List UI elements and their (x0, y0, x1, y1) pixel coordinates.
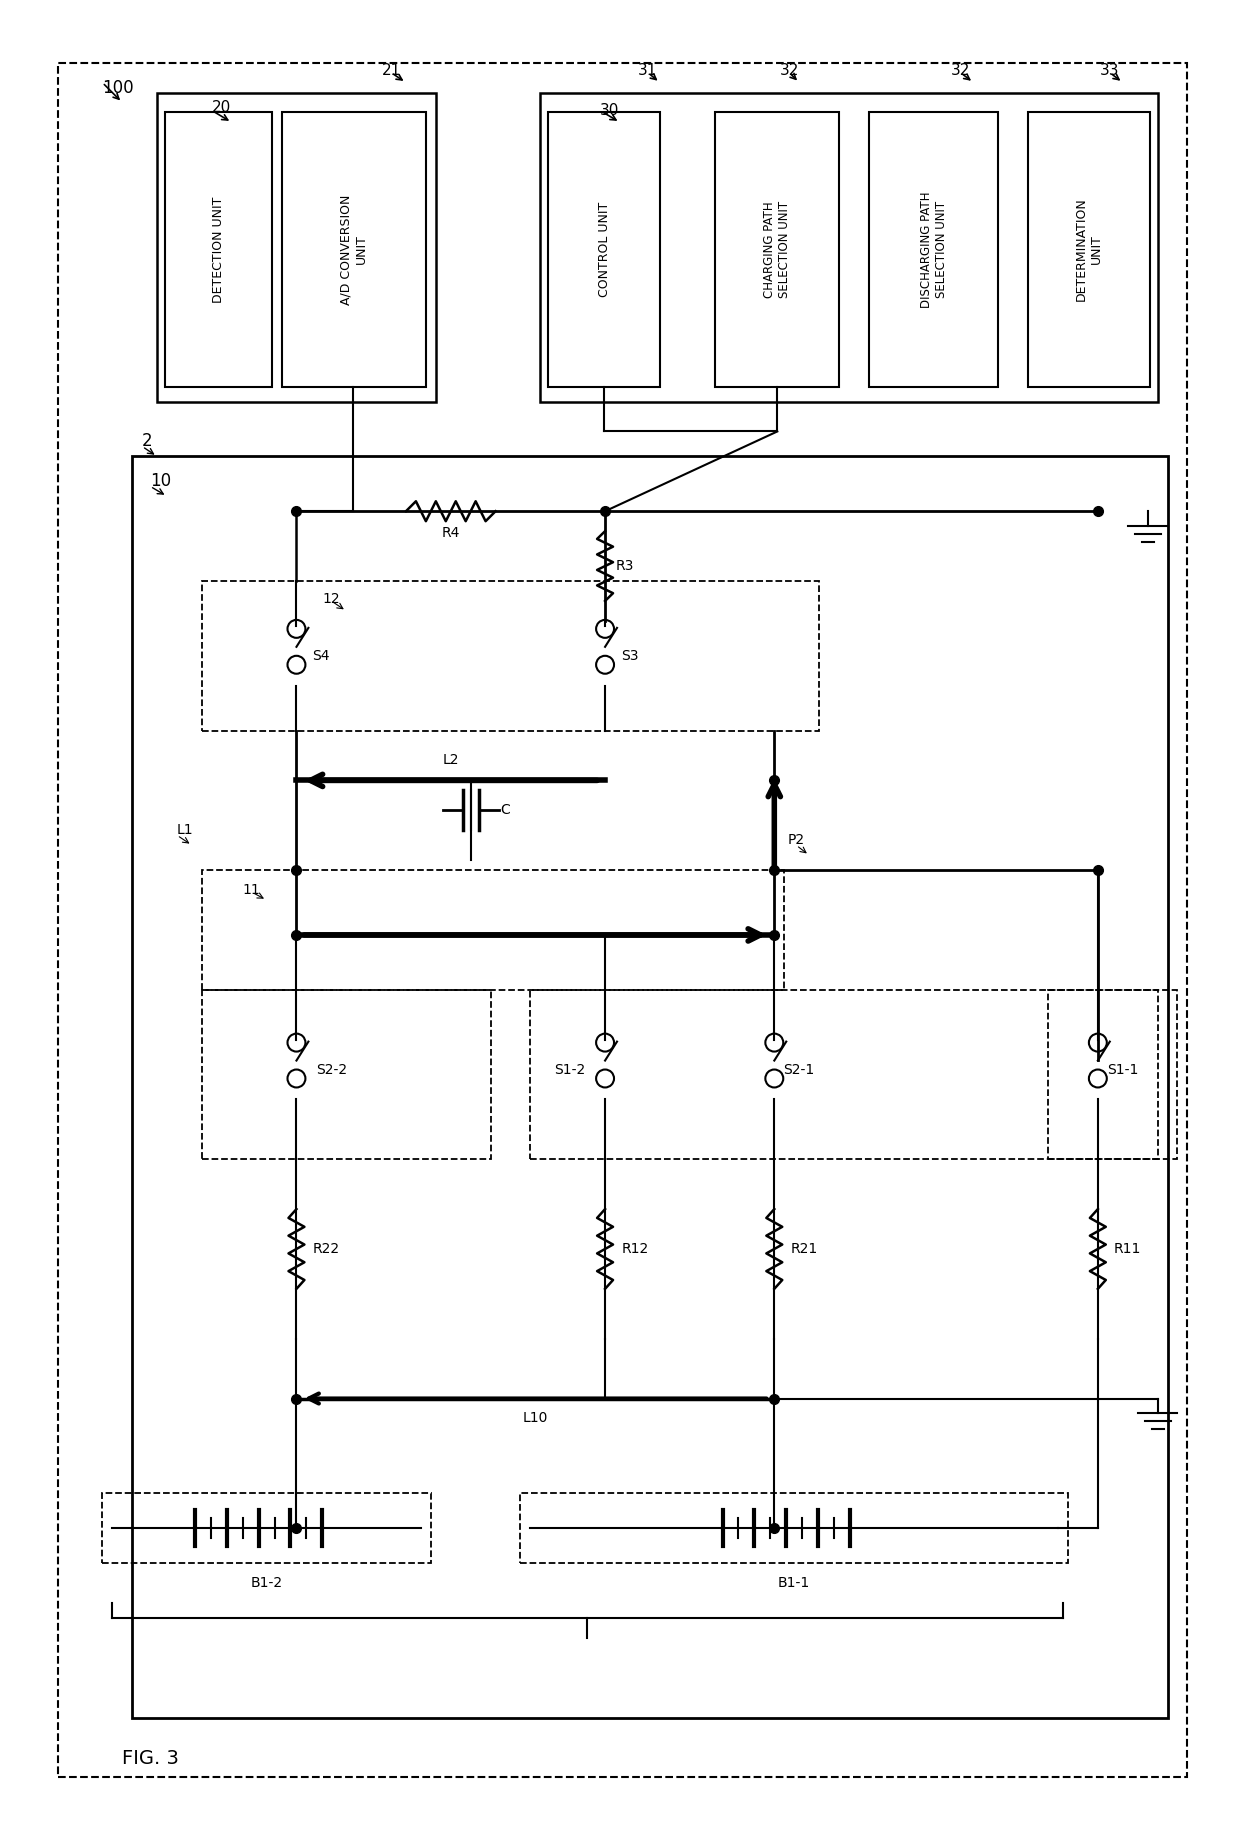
Bar (1028, 113, 1149, 387)
Text: A/D CONVERSION
UNIT: A/D CONVERSION UNIT (340, 194, 368, 305)
Bar (714, 113, 839, 387)
Text: S4: S4 (312, 648, 330, 663)
Text: S1-1: S1-1 (1107, 1063, 1138, 1077)
Text: R22: R22 (312, 1242, 340, 1256)
Text: R4: R4 (441, 526, 460, 540)
Bar (157, 93, 435, 402)
Text: S2-2: S2-2 (316, 1063, 347, 1077)
Text: S1-2: S1-2 (554, 1063, 585, 1077)
Bar (548, 113, 660, 387)
Text: 21: 21 (382, 64, 401, 79)
Bar (202, 990, 491, 1160)
Bar (281, 113, 425, 387)
Text: CONTROL UNIT: CONTROL UNIT (598, 203, 610, 298)
Text: FIG. 3: FIG. 3 (123, 1749, 179, 1768)
Bar (202, 581, 820, 730)
Text: 20: 20 (212, 100, 231, 115)
Text: L10: L10 (523, 1411, 548, 1426)
Text: B1-1: B1-1 (777, 1576, 811, 1590)
Text: L2: L2 (443, 754, 459, 767)
Text: 31: 31 (639, 64, 657, 79)
Text: C: C (501, 803, 511, 818)
Bar (165, 113, 272, 387)
Text: DETECTION UNIT: DETECTION UNIT (212, 197, 224, 303)
Text: R21: R21 (791, 1242, 818, 1256)
Text: R11: R11 (1114, 1242, 1141, 1256)
Text: L1: L1 (177, 824, 193, 838)
Bar (103, 1494, 430, 1563)
Text: 33: 33 (1100, 64, 1120, 79)
Bar (521, 1494, 1068, 1563)
Text: 11: 11 (243, 884, 260, 897)
Bar (531, 990, 1158, 1160)
Bar (133, 456, 1168, 1718)
Text: 10: 10 (150, 473, 171, 491)
Text: 100: 100 (103, 79, 134, 97)
Text: S3: S3 (621, 648, 639, 663)
Bar (869, 113, 998, 387)
Text: DISCHARGING PATH
SELECTION UNIT: DISCHARGING PATH SELECTION UNIT (920, 192, 947, 309)
Text: 12: 12 (322, 592, 340, 606)
Text: B1-2: B1-2 (250, 1576, 283, 1590)
Bar (202, 871, 784, 990)
Text: P2: P2 (787, 833, 805, 847)
Text: 32: 32 (951, 64, 970, 79)
Text: R12: R12 (621, 1242, 649, 1256)
Bar (1048, 990, 1178, 1160)
Text: 30: 30 (600, 102, 620, 119)
Bar (541, 93, 1158, 402)
Text: DETERMINATION
UNIT: DETERMINATION UNIT (1075, 197, 1102, 301)
Text: 2: 2 (143, 433, 153, 451)
Text: R3: R3 (616, 559, 634, 573)
Text: CHARGING PATH
SELECTION UNIT: CHARGING PATH SELECTION UNIT (763, 201, 791, 298)
Text: 32: 32 (780, 64, 799, 79)
Text: S2-1: S2-1 (784, 1063, 815, 1077)
